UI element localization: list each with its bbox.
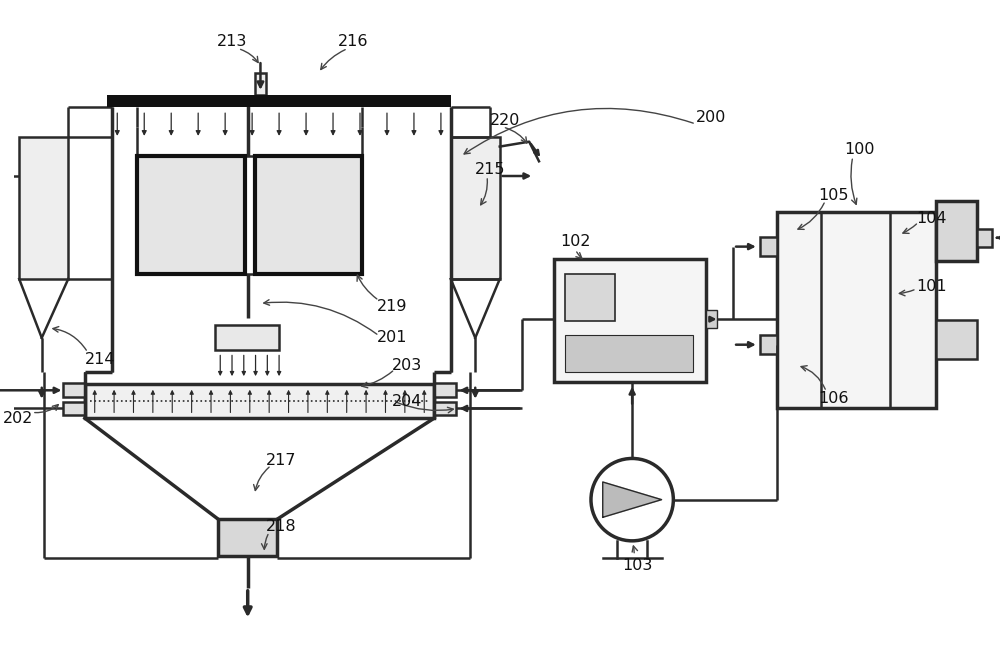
Text: 106: 106	[818, 391, 848, 406]
Bar	[107, 95, 451, 107]
Bar	[215, 325, 279, 349]
Text: 213: 213	[217, 34, 247, 49]
Text: 102: 102	[560, 234, 591, 249]
Polygon shape	[603, 482, 662, 517]
Text: 215: 215	[475, 162, 505, 176]
Text: 203: 203	[391, 358, 422, 373]
Bar	[936, 320, 977, 359]
Bar	[554, 259, 706, 382]
Text: 216: 216	[337, 34, 368, 49]
Bar	[760, 335, 777, 355]
Text: 202: 202	[3, 411, 33, 426]
Text: 100: 100	[844, 142, 875, 157]
Bar	[434, 401, 456, 415]
Bar	[936, 201, 977, 261]
Text: 200: 200	[695, 110, 726, 124]
Bar	[218, 519, 277, 555]
Bar	[777, 213, 936, 409]
Bar	[19, 137, 68, 279]
Text: 104: 104	[916, 211, 947, 226]
Bar	[63, 401, 85, 415]
Bar	[565, 335, 693, 372]
Text: 217: 217	[266, 453, 296, 468]
Text: 204: 204	[391, 394, 422, 409]
Bar	[137, 157, 245, 274]
Bar	[255, 157, 362, 274]
Bar	[760, 237, 777, 257]
Bar	[977, 229, 992, 247]
Bar	[451, 137, 500, 279]
Text: 219: 219	[377, 299, 407, 314]
Bar	[255, 73, 266, 95]
Text: 201: 201	[377, 330, 407, 345]
Text: 101: 101	[916, 280, 947, 294]
Bar	[706, 311, 717, 328]
Text: 218: 218	[266, 519, 296, 534]
Bar	[565, 274, 615, 321]
Bar	[85, 384, 434, 418]
Text: 105: 105	[818, 188, 848, 203]
Text: 220: 220	[489, 113, 520, 128]
Bar	[434, 384, 456, 397]
Text: 214: 214	[85, 352, 116, 367]
Bar	[63, 384, 85, 397]
Text: 103: 103	[622, 558, 652, 573]
